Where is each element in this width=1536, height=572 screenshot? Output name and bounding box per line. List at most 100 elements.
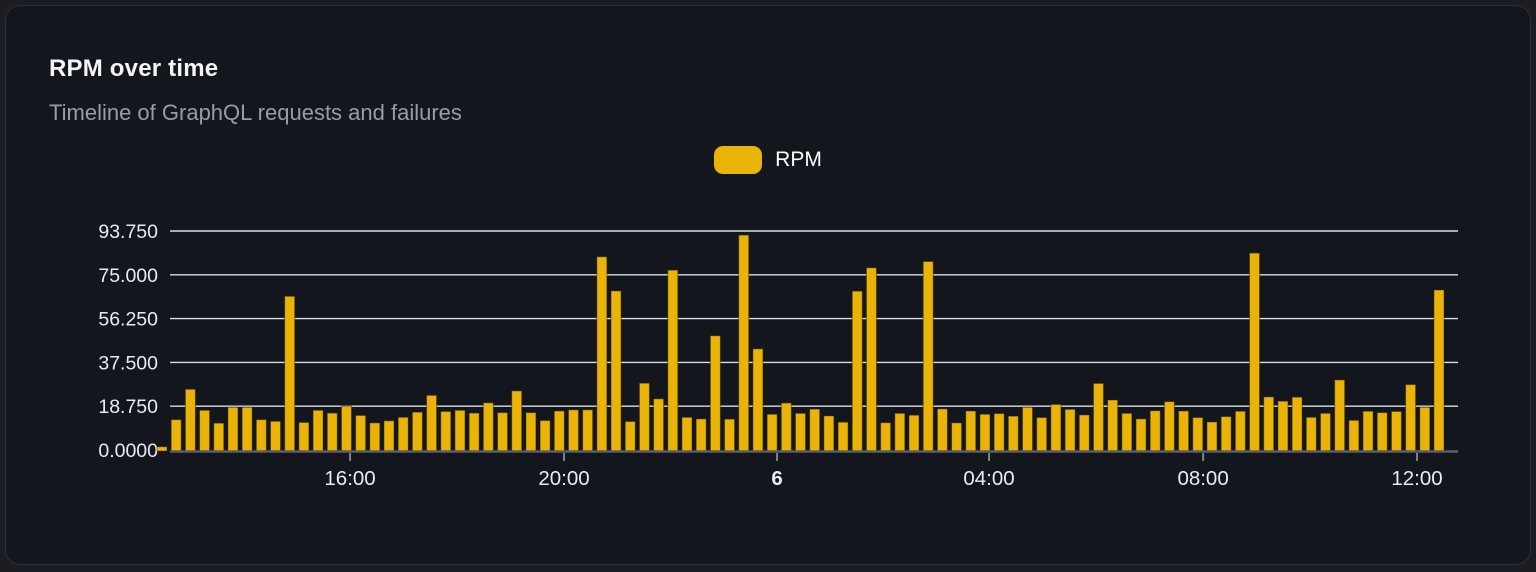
bar (1220, 416, 1232, 452)
bar (795, 412, 806, 452)
bar (695, 418, 707, 452)
legend-label: RPM (775, 147, 822, 171)
bar (482, 402, 494, 452)
bar (383, 420, 395, 452)
bar (497, 412, 509, 452)
bar (525, 412, 537, 452)
bar (1149, 410, 1161, 452)
bar (1277, 400, 1289, 452)
bar (922, 260, 934, 452)
y-axis-label: 56.250 (98, 309, 158, 331)
bar (837, 421, 849, 452)
bar (965, 410, 977, 452)
bar (440, 410, 452, 452)
y-axis-label: 75.000 (98, 265, 158, 287)
bar (298, 421, 310, 452)
bar (1206, 421, 1218, 452)
bar (184, 388, 196, 452)
bar (951, 422, 963, 452)
bar (1064, 408, 1076, 452)
bar (397, 416, 409, 452)
bar (1263, 396, 1275, 452)
bar (156, 446, 168, 452)
bar (1433, 289, 1445, 452)
bar (1334, 379, 1346, 452)
bar (1050, 403, 1062, 452)
bar (1348, 419, 1360, 452)
bar (624, 421, 636, 452)
bar (326, 412, 338, 452)
bar (823, 415, 835, 452)
bar (270, 420, 282, 452)
bar (213, 422, 225, 452)
bar (255, 419, 267, 452)
bar (1036, 417, 1048, 452)
bar (553, 410, 565, 452)
bar (809, 408, 821, 452)
bar (1121, 412, 1133, 452)
bar (1135, 418, 1147, 452)
bar (582, 409, 594, 452)
bar (1178, 410, 1190, 452)
x-axis-label: 12:00 (1391, 467, 1442, 490)
bar (511, 390, 523, 452)
bar (610, 290, 622, 452)
bar (865, 267, 877, 452)
bar (596, 256, 608, 452)
y-axis-label: 18.750 (98, 396, 158, 418)
bar (667, 269, 679, 452)
bar (567, 409, 579, 452)
bar (468, 412, 480, 452)
bar (1249, 252, 1261, 452)
bar (752, 348, 764, 452)
bar (1291, 396, 1303, 452)
bar (1163, 401, 1175, 452)
x-axis-label: 20:00 (538, 467, 589, 490)
bar (936, 408, 948, 452)
chart-card: RPM over time Timeline of GraphQL reques… (5, 5, 1531, 565)
bar (638, 382, 650, 452)
bar (979, 413, 991, 452)
bar (199, 409, 211, 452)
legend-item-rpm[interactable]: RPM (6, 145, 1530, 174)
bar (241, 406, 253, 452)
bar (1319, 412, 1331, 452)
legend-swatch-icon (714, 145, 763, 174)
bar (1305, 416, 1317, 452)
bar (766, 413, 778, 452)
chart-subtitle: Timeline of GraphQL requests and failure… (49, 100, 462, 125)
bar (738, 234, 750, 452)
bar (880, 422, 892, 452)
bar (1234, 410, 1246, 452)
bar (369, 422, 381, 452)
bar (851, 290, 863, 452)
bar (709, 335, 721, 452)
bar (1092, 382, 1104, 452)
bar (1390, 410, 1402, 452)
x-axis-label: 04:00 (963, 467, 1014, 490)
bar (170, 419, 182, 452)
bar (1192, 417, 1204, 452)
bar (1405, 384, 1417, 452)
bar (312, 409, 324, 452)
bar (426, 394, 438, 452)
bar (1376, 412, 1388, 452)
bar (780, 402, 792, 452)
bar (539, 420, 551, 452)
bar (340, 405, 352, 452)
y-axis-label: 0.0000 (98, 440, 158, 462)
bar (1078, 414, 1090, 452)
bar (227, 406, 239, 452)
bar (1362, 410, 1374, 452)
bar (993, 413, 1005, 452)
y-axis-label: 37.500 (98, 352, 158, 374)
bar (284, 295, 296, 452)
x-axis-label: 08:00 (1177, 467, 1228, 490)
bar (355, 414, 367, 452)
bar (894, 412, 906, 452)
bar (1107, 399, 1119, 452)
bar (454, 409, 466, 452)
y-axis-label: 93.750 (98, 221, 158, 243)
bar (1007, 415, 1019, 452)
